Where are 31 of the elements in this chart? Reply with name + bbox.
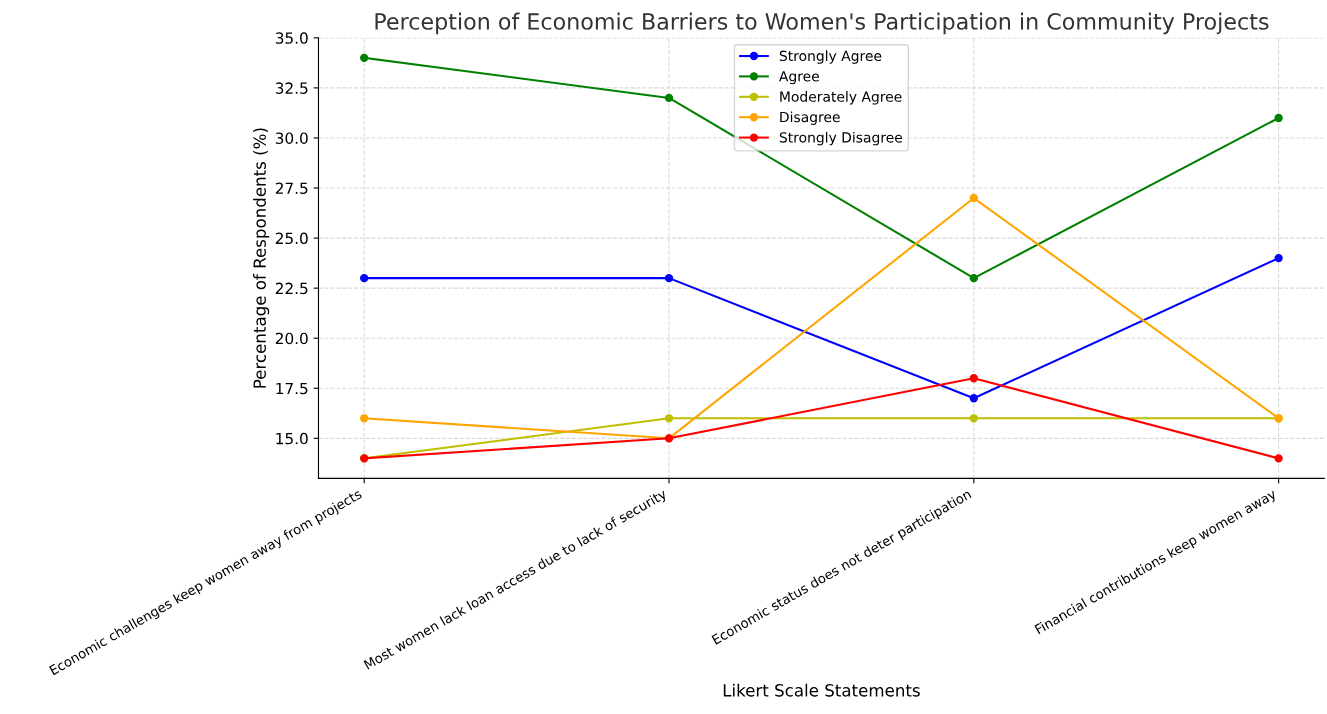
point bbox=[969, 193, 978, 203]
legend-label: Strongly Agree bbox=[779, 50, 882, 64]
y-axis-title: Percentage of Respondents (%) bbox=[253, 128, 270, 388]
point bbox=[664, 414, 674, 423]
y-tick-label: 20.0 bbox=[275, 332, 308, 345]
chart-title: Perception of Economic Barriers to Women's Participation in Community Projects bbox=[375, 12, 1269, 35]
point bbox=[969, 273, 978, 283]
point bbox=[1274, 113, 1283, 123]
y-tick-label: 15.0 bbox=[276, 432, 308, 445]
point bbox=[969, 394, 978, 403]
point bbox=[1274, 454, 1283, 463]
point bbox=[664, 273, 674, 283]
legend-label: Disagree bbox=[780, 111, 840, 125]
legend-label: Moderately Agree bbox=[780, 91, 902, 105]
y-tick-label: 30.0 bbox=[275, 132, 308, 144]
point bbox=[664, 93, 674, 103]
point bbox=[969, 414, 978, 423]
point bbox=[360, 273, 369, 283]
point bbox=[360, 414, 369, 423]
y-tick-label: 35.0 bbox=[275, 32, 308, 44]
y-tick-label: 22.5 bbox=[275, 282, 308, 295]
y-tick-label: 27.5 bbox=[275, 182, 308, 195]
point bbox=[1274, 253, 1283, 263]
legend-label: Strongly Disagree bbox=[779, 131, 903, 146]
point bbox=[969, 374, 978, 383]
point bbox=[360, 53, 369, 63]
y-tick-label: 25.0 bbox=[275, 232, 308, 245]
y-tick-label: 32.5 bbox=[275, 82, 308, 94]
y-tick-label: 17.5 bbox=[276, 382, 308, 395]
legend-label: Agree bbox=[779, 71, 819, 85]
x-axis-title: Likert Scale Statements bbox=[723, 683, 920, 697]
